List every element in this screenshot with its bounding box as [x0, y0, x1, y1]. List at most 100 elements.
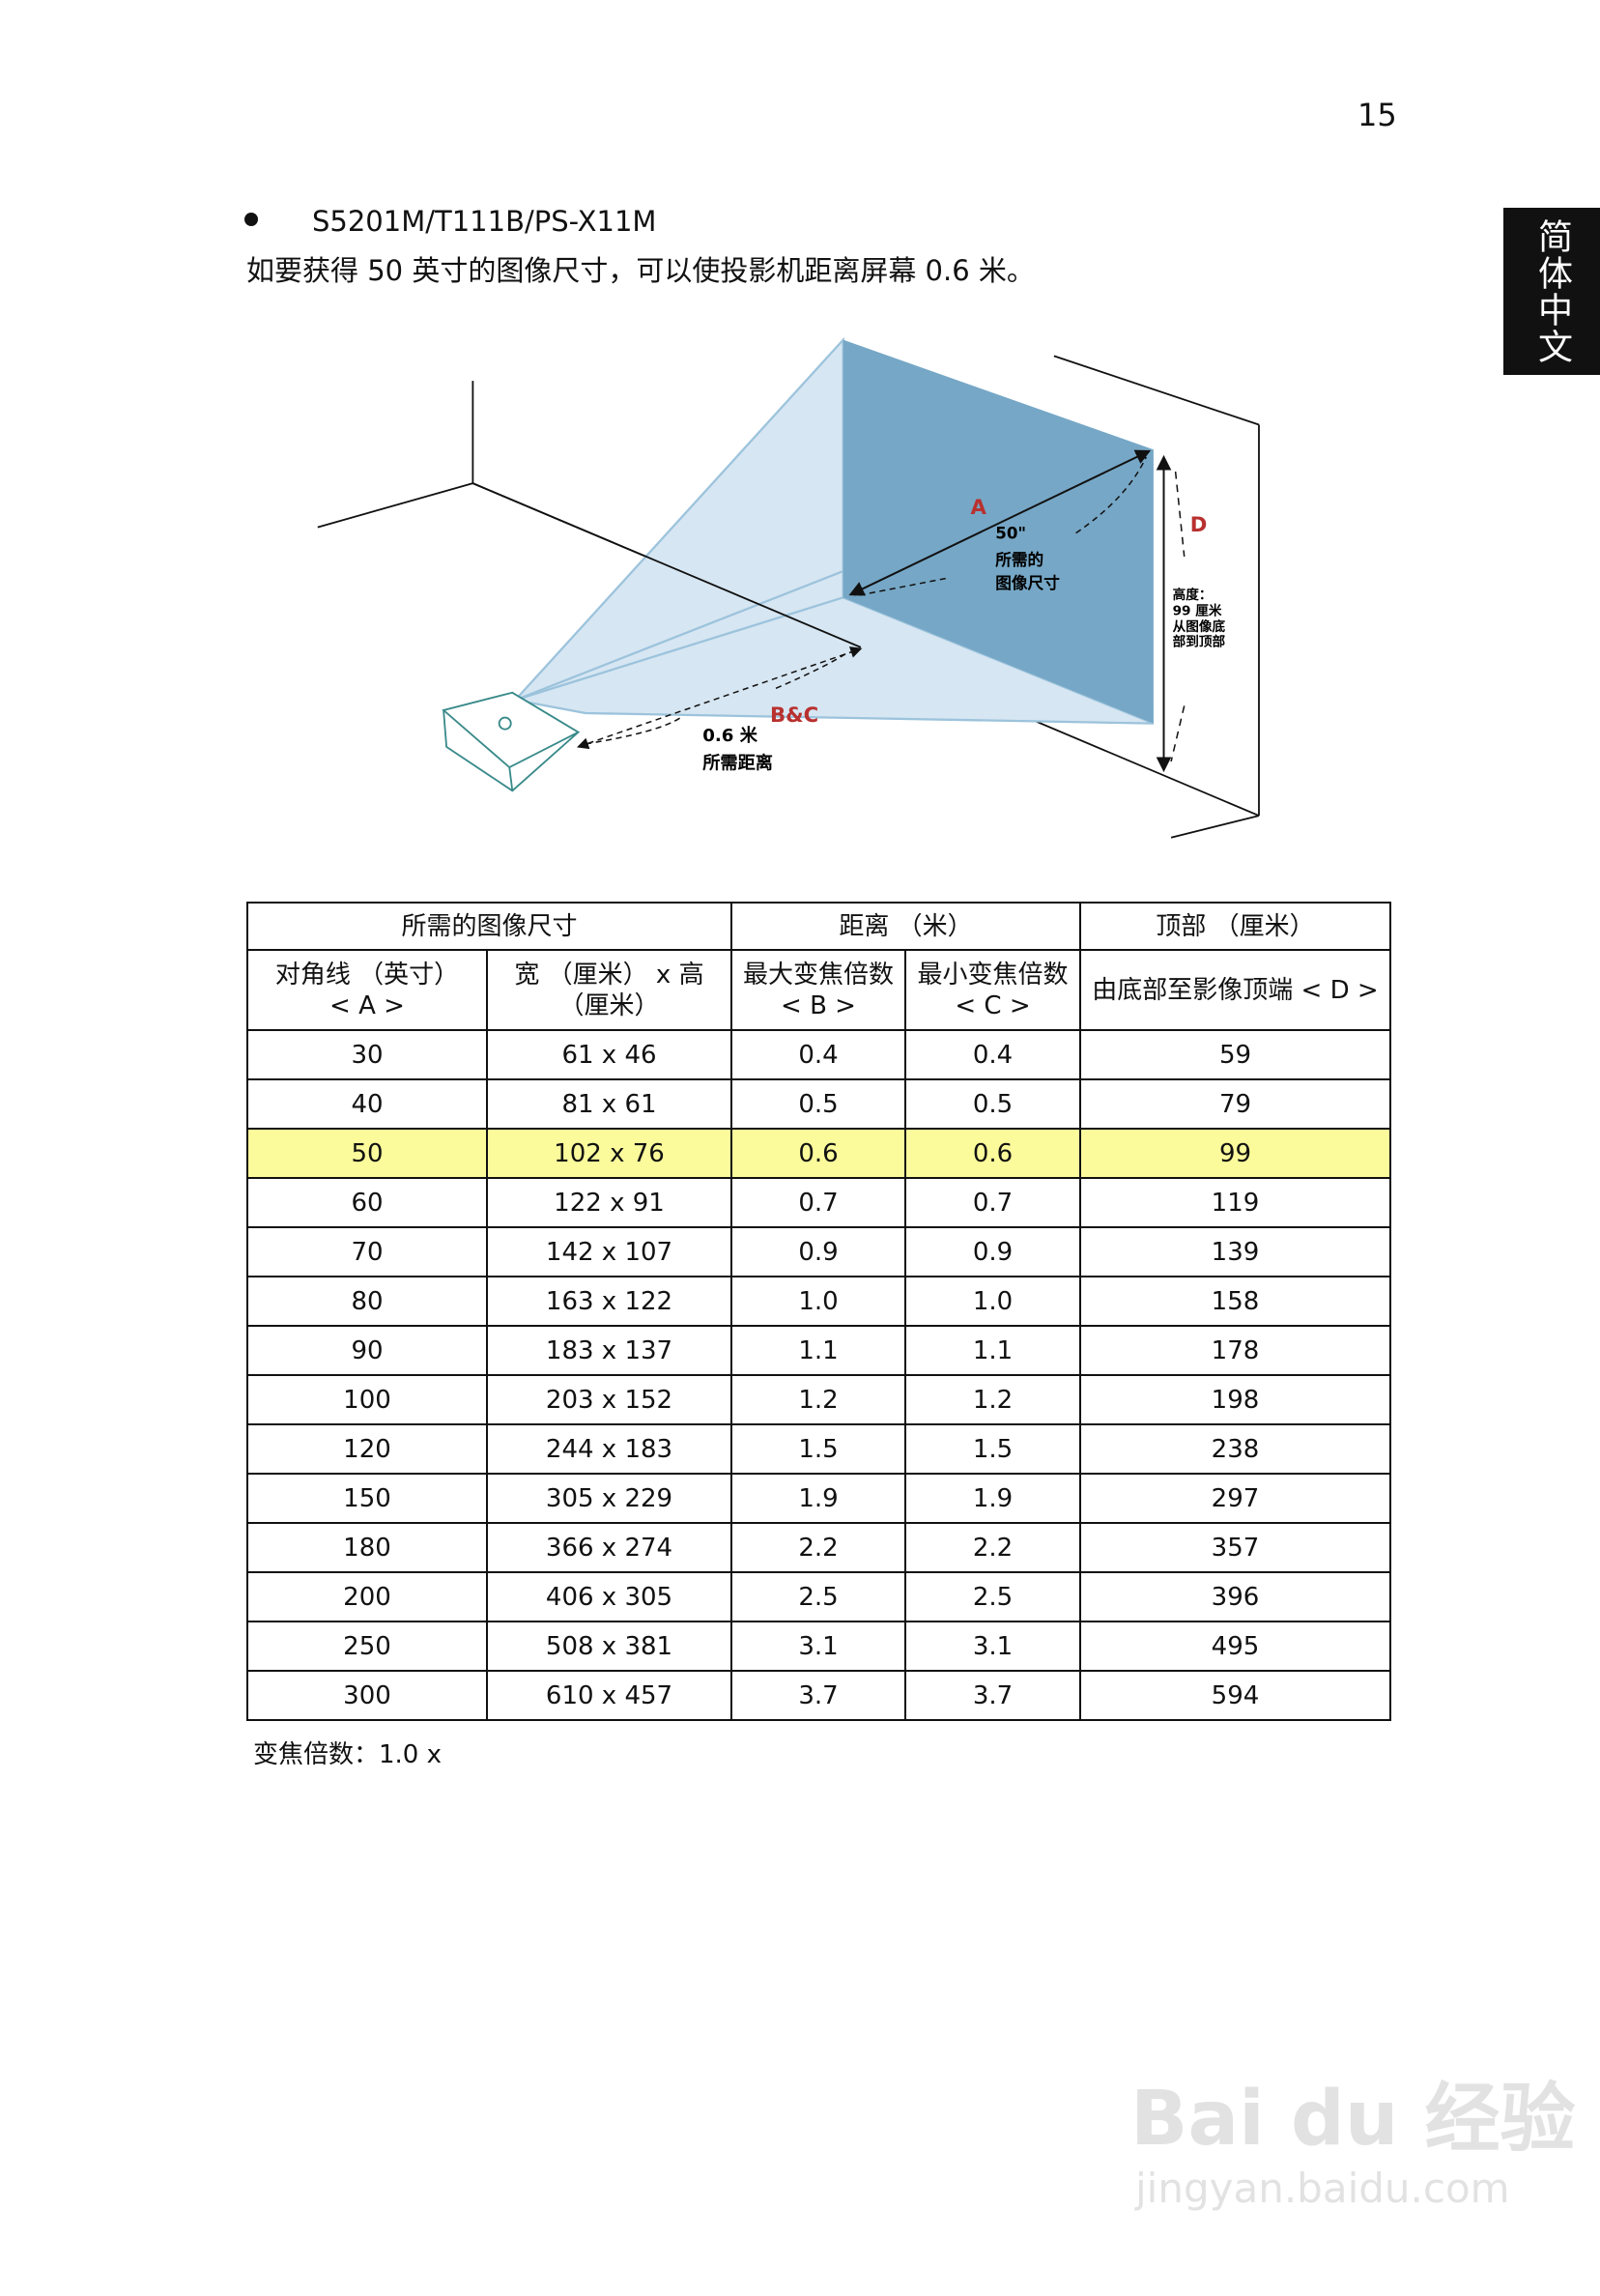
table-cell: 0.9: [904, 1226, 1081, 1277]
table-row: 300 610 x 457 3.7 3.7 594: [246, 1670, 1391, 1721]
table-cell: 60: [246, 1177, 488, 1228]
table-group-header: 所需的图像尺寸 距离 （米） 顶部 （厘米）: [246, 902, 1391, 951]
table-cell: 0.4: [904, 1029, 1081, 1080]
zoom-note: 变焦倍数：1.0 x: [253, 1740, 443, 1769]
table-cell: 0.6: [730, 1128, 906, 1179]
projector-icon: [442, 691, 581, 792]
table-row: 60 122 x 91 0.7 0.7 119: [246, 1177, 1391, 1228]
table-cell: 50: [246, 1128, 488, 1179]
header-cell: 最大变焦倍数 < B >: [730, 949, 906, 1031]
header-cell: 对角线 （英寸） < A >: [246, 949, 488, 1031]
table-cell: 305 x 229: [486, 1473, 732, 1524]
table-cell: 3.1: [904, 1621, 1081, 1672]
table-cell: 0.6: [904, 1128, 1081, 1179]
table-cell: 142 x 107: [486, 1226, 732, 1277]
table-cell: 102 x 76: [486, 1128, 732, 1179]
header-cell: 宽 （厘米） x 高（厘米）: [486, 949, 732, 1031]
table-cell: 80: [246, 1276, 488, 1327]
table-cell: 203 x 152: [486, 1374, 732, 1425]
table-cell: 158: [1079, 1276, 1391, 1327]
table-cell: 0.7: [904, 1177, 1081, 1228]
table-cell: 183 x 137: [486, 1325, 732, 1376]
table-cell: 250: [246, 1621, 488, 1672]
label-bc: B&C: [770, 703, 818, 728]
table-row: 70 142 x 107 0.9 0.9 139: [246, 1226, 1391, 1277]
projection-table: 所需的图像尺寸 距离 （米） 顶部 （厘米） 对角线 （英寸） < A > 宽 （…: [246, 902, 1391, 1721]
table-cell: 1.0: [904, 1276, 1081, 1327]
table-row: 250 508 x 381 3.1 3.1 495: [246, 1621, 1391, 1672]
table-cell: 200: [246, 1571, 488, 1622]
table-cell: 0.7: [730, 1177, 906, 1228]
table-cell: 1.0: [730, 1276, 906, 1327]
table-cell: 122 x 91: [486, 1177, 732, 1228]
table-cell: 1.5: [730, 1423, 906, 1475]
height-text: 从图像底: [1173, 618, 1226, 635]
model-heading: S5201M/T111B/PS-X11M: [312, 205, 657, 238]
table-cell: 244 x 183: [486, 1423, 732, 1475]
label-d: D: [1190, 513, 1208, 537]
table-row: 180 366 x 274 2.2 2.2 357: [246, 1522, 1391, 1573]
table-cell: 300: [246, 1670, 488, 1721]
table-cell: 508 x 381: [486, 1621, 732, 1672]
page-number: 15: [1357, 97, 1397, 133]
table-row: 150 305 x 229 1.9 1.9 297: [246, 1473, 1391, 1524]
distance-value: 0.6 米: [702, 725, 758, 746]
table-cell: 3.1: [730, 1621, 906, 1672]
table-cell: 1.9: [904, 1473, 1081, 1524]
table-row: 90 183 x 137 1.1 1.1 178: [246, 1325, 1391, 1376]
table-cell: 396: [1079, 1571, 1391, 1622]
diagonal-size: 50": [995, 525, 1026, 543]
watermark-logo: Bai du 经验: [1130, 2076, 1576, 2163]
table-cell: 357: [1079, 1522, 1391, 1573]
table-row: 30 61 x 46 0.4 0.4 59: [246, 1029, 1391, 1080]
height-text: 99 厘米: [1173, 603, 1222, 619]
table-cell: 119: [1079, 1177, 1391, 1228]
table-cell: 3.7: [730, 1670, 906, 1721]
table-cell: 3.7: [904, 1670, 1081, 1721]
table-cell: 1.1: [904, 1325, 1081, 1376]
table-cell: 150: [246, 1473, 488, 1524]
table-cell: 100: [246, 1374, 488, 1425]
table-cell: 1.2: [904, 1374, 1081, 1425]
table-cell: 0.5: [730, 1078, 906, 1130]
height-text: 高度：: [1173, 587, 1213, 603]
table-cell: 406 x 305: [486, 1571, 732, 1622]
table-cell: 0.5: [904, 1078, 1081, 1130]
table-row: 40 81 x 61 0.5 0.5 79: [246, 1078, 1391, 1130]
table-cell: 163 x 122: [486, 1276, 732, 1327]
table-cell: 2.2: [730, 1522, 906, 1573]
table-row: 200 406 x 305 2.5 2.5 396: [246, 1571, 1391, 1622]
watermark-url: jingyan.baidu.com: [1135, 2165, 1510, 2212]
table-cell: 0.9: [730, 1226, 906, 1277]
header-cell: 最小变焦倍数 < C >: [904, 949, 1081, 1031]
diagonal-text: 图像尺寸: [995, 573, 1060, 592]
distance-text: 所需距离: [702, 753, 773, 774]
table-cell: 61 x 46: [486, 1029, 732, 1080]
table-row: 80 163 x 122 1.0 1.0 158: [246, 1276, 1391, 1327]
table-cell: 70: [246, 1226, 488, 1277]
table-cell: 120: [246, 1423, 488, 1475]
table-cell: 1.9: [730, 1473, 906, 1524]
table-cell: 2.2: [904, 1522, 1081, 1573]
table-cell: 610 x 457: [486, 1670, 732, 1721]
label-a: A: [971, 496, 987, 520]
table-cell: 198: [1079, 1374, 1391, 1425]
table-cell: 180: [246, 1522, 488, 1573]
table-row: 50 102 x 76 0.6 0.6 99: [246, 1128, 1391, 1179]
table-cell: 79: [1079, 1078, 1391, 1130]
table-cell: 90: [246, 1325, 488, 1376]
table-cell: 99: [1079, 1128, 1391, 1179]
table-cell: 495: [1079, 1621, 1391, 1672]
table-cell: 0.4: [730, 1029, 906, 1080]
table-cell: 59: [1079, 1029, 1391, 1080]
height-text: 部到顶部: [1173, 633, 1226, 649]
diagonal-text: 所需的: [995, 550, 1043, 569]
table-cell: 81 x 61: [486, 1078, 732, 1130]
table-cell: 2.5: [904, 1571, 1081, 1622]
header-cell: 距离 （米）: [730, 902, 1081, 951]
bullet-icon: [244, 213, 258, 226]
table-cell: 238: [1079, 1423, 1391, 1475]
table-row: 100 203 x 152 1.2 1.2 198: [246, 1374, 1391, 1425]
table-cell: 366 x 274: [486, 1522, 732, 1573]
